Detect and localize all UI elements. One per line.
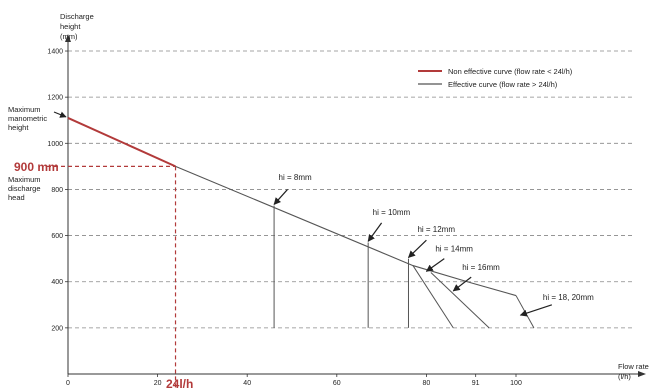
branch-line-3 [412,265,454,329]
non-effective-curve [67,117,176,168]
branch-label-2: hi = 12mm [417,225,455,234]
y-tick-label-400: 400 [51,279,63,286]
legend-label-0: Non effective curve (flow rate < 24l/h) [448,67,573,76]
y-axis-label-line: height [60,22,81,31]
branches: hi = 8mm hi = 10mm hi = 12mm hi = 14mm hi = … [273,173,594,329]
x-tick-label-20: 20 [154,380,162,387]
series [67,117,517,297]
max-discharge-label: Maximum [8,175,41,184]
branch-label-5: hi = 18, 20mm [543,293,594,302]
branch-label-3: hi = 14mm [435,245,473,254]
legend: Non effective curve (flow rate < 24l/h) E… [418,67,573,89]
x-tick-label-91: 91 [472,380,480,387]
branch-arrow-5 [519,304,553,317]
branch-arrow-1 [367,222,383,242]
max-discharge-label: head [8,193,25,202]
x-axis-label: Flow rate(l/h) [618,362,649,381]
y-axis-label-line: (mm) [60,32,78,41]
x-tick-label-100: 100 [510,380,522,387]
branch-arrow-2 [407,239,427,258]
x-axis-label-line: Flow rate [618,362,649,371]
y-tick-label-1400: 1400 [47,49,63,56]
branch-label-4: hi = 16mm [462,263,500,272]
axes [65,34,646,377]
y-tick-label-600: 600 [51,233,63,240]
grid [68,50,635,329]
branch-line-4 [430,272,490,329]
branch-label-1: hi = 10mm [373,208,411,217]
annotations: MaximummanometricheightMaximumdischargeh… [8,105,193,388]
x-ticks: 0 20 40 60 80 91 100 [66,374,522,387]
branch-arrow-3 [425,258,445,272]
y-axis-label-line: Discharge [60,12,94,21]
branch-label-0: hi = 8mm [279,173,312,182]
operating-point-markers [47,165,177,388]
y-tick-label-1200: 1200 [47,95,63,102]
flow-value-label: 24l/h [166,377,193,388]
y-tick-label-800: 800 [51,187,63,194]
y-tick-label-1000: 1000 [47,141,63,148]
branch-arrow-4 [452,276,472,292]
max-manometric-label: Maximum [8,105,41,114]
x-tick-label-80: 80 [423,380,431,387]
x-tick-label-60: 60 [333,380,341,387]
max-manometric-label: manometric [8,114,47,123]
x-tick-label-0: 0 [66,380,70,387]
x-axis-label-line: (l/h) [618,372,631,381]
y-axis-arrow [65,34,71,42]
y-ticks: 200 400 600 800 1000 1200 1400 [47,49,68,332]
effective-curve [175,165,517,297]
branch-arrow-0 [273,189,288,205]
discharge-value-label: 900 mm [14,160,59,174]
x-axis-arrow [638,371,646,377]
y-tick-label-200: 200 [51,325,63,332]
max-manometric-arrow [53,111,67,118]
x-tick-label-40: 40 [243,380,251,387]
max-manometric-label: height [8,123,29,132]
max-discharge-label: discharge [8,184,41,193]
legend-label-1: Effective curve (flow rate > 24l/h) [448,80,558,89]
